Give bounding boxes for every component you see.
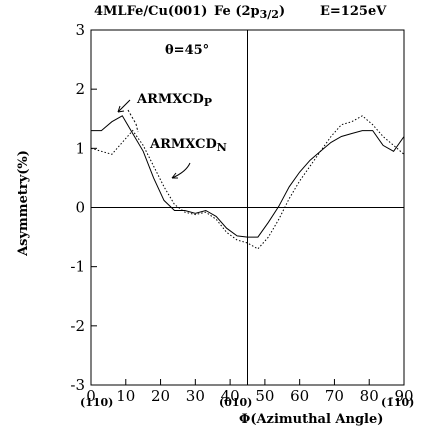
x-tick-label: 60	[290, 387, 309, 405]
x-tick-label: 0	[86, 387, 96, 405]
y-tick-label: -1	[70, 258, 85, 276]
y-tick-label: -2	[70, 317, 85, 335]
series-label-armxcd-n: ARMXCDN	[149, 137, 227, 154]
direction-label-010: (010)	[219, 396, 252, 409]
y-axis-ticks: 3 2 1 0 -1 -2 -3	[70, 21, 97, 394]
x-tick-label: 30	[186, 387, 205, 405]
y-axis-label: Asymmetry(%)	[16, 150, 31, 257]
y-tick-label: 0	[75, 199, 85, 217]
series-line-armxcdn	[90, 115, 405, 250]
data-series	[90, 115, 405, 250]
annotation-arrow-n	[171, 162, 191, 179]
x-tick-label: 10	[116, 387, 135, 405]
x-tick-label: 70	[325, 387, 344, 405]
series-line-armxcdp	[91, 115, 405, 238]
x-tick-label: 50	[255, 387, 274, 405]
x-tick-label: 90	[394, 387, 413, 405]
annotation-pointer-p	[127, 109, 139, 133]
annotation-arrow-p	[117, 99, 131, 113]
chart-title: 4MLFe/Cu(001)	[94, 4, 207, 19]
series-label-armxcd-p: ARMXCDP	[136, 92, 212, 109]
direction-label-1bar10: (1̄10)	[381, 396, 414, 409]
annotation-arrowhead-n	[171, 172, 178, 179]
x-tick-label: 40	[221, 387, 240, 405]
chart-energy: E=125eV	[320, 4, 387, 19]
chart-subtitle: Fe (2p3/2)	[214, 4, 285, 21]
direction-label-110: (110)	[80, 396, 113, 409]
x-tick-label: 80	[360, 387, 379, 405]
y-tick-label: -3	[70, 376, 85, 394]
plot-frame	[90, 29, 405, 386]
y-tick-label: 2	[75, 80, 85, 98]
annotation-arrowhead-p	[117, 105, 125, 113]
y-tick-label: 3	[75, 21, 85, 39]
x-axis-label: Φ(Azimuthal Angle)	[239, 412, 383, 427]
x-tick-label: 20	[151, 387, 170, 405]
y-tick-label: 1	[75, 139, 85, 157]
angle-annotation: θ=45°	[165, 43, 209, 58]
x-axis-ticks: 0 10 20 30 40 50 60 70 80 90	[86, 379, 414, 405]
